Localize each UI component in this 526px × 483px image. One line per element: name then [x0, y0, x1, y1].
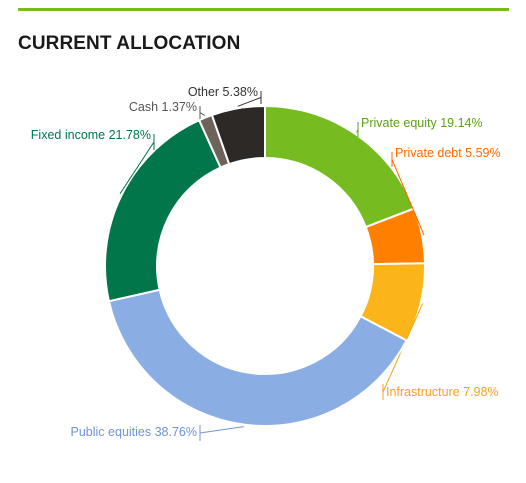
label-cash: Cash 1.37%: [129, 100, 197, 114]
label-private-debt: Private debt 5.59%: [395, 146, 501, 160]
leader-line-cash: [199, 106, 206, 119]
leader-line-other: [237, 91, 262, 107]
leader-line-private-equity: [356, 122, 359, 137]
label-fixed-income: Fixed income 21.78%: [31, 128, 151, 142]
leader-line-private-debt: [391, 152, 425, 236]
slice-other[interactable]: [210, 104, 266, 166]
label-infrastructure: Infrastructure 7.98%: [386, 385, 499, 399]
slice-fixed-income[interactable]: [104, 118, 222, 303]
label-other: Other 5.38%: [188, 85, 258, 99]
slice-public-equities[interactable]: [107, 288, 408, 427]
top-accent-rule: [18, 8, 509, 11]
leader-line-public-equities: [199, 425, 244, 441]
chart-title: CURRENT ALLOCATION: [18, 33, 241, 54]
label-public-equities: Public equities 38.76%: [71, 425, 197, 439]
label-private-equity: Private equity 19.14%: [361, 116, 483, 130]
leader-line-fixed-income: [119, 134, 155, 195]
